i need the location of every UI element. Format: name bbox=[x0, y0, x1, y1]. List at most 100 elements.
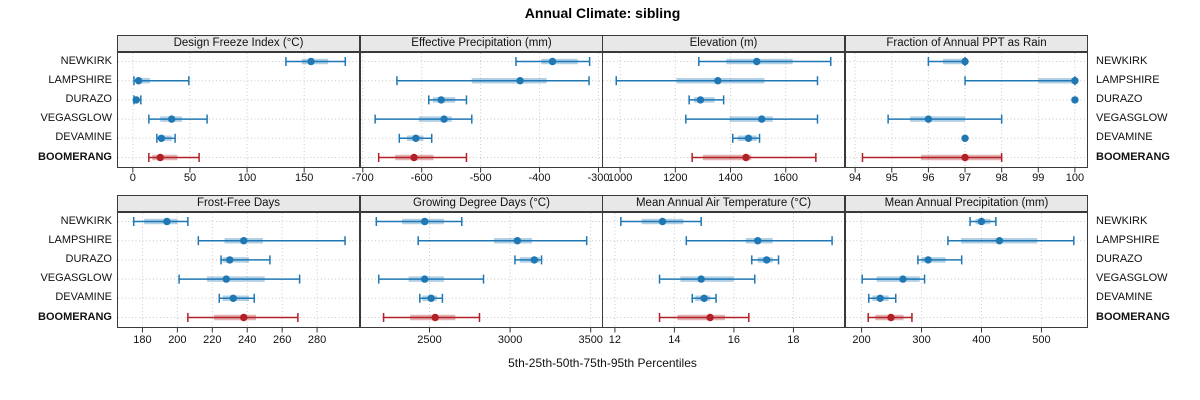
median-dot bbox=[548, 57, 557, 66]
site-label-devamine: DEVAMINE bbox=[55, 291, 112, 304]
median-dot bbox=[420, 217, 429, 226]
gridlines bbox=[361, 53, 602, 167]
series-vegasglow bbox=[887, 114, 1003, 124]
tick-label: 100 bbox=[237, 172, 257, 184]
tick-label: 0 bbox=[129, 172, 136, 184]
gridlines bbox=[846, 213, 1087, 327]
series-boomerang bbox=[691, 153, 817, 162]
median-dot bbox=[437, 96, 445, 104]
tick-label: 100 bbox=[1065, 172, 1085, 184]
site-label-devamine: DEVAMINE bbox=[55, 131, 112, 144]
series-devamine bbox=[398, 133, 433, 143]
site-label-devamine: DEVAMINE bbox=[1096, 131, 1153, 144]
median-dot bbox=[163, 217, 171, 226]
site-label-boomerang: BOOMERANG bbox=[38, 150, 112, 163]
series-durazo bbox=[428, 95, 468, 105]
tick-label: 96 bbox=[922, 172, 935, 184]
series-boomerang bbox=[867, 313, 913, 322]
median-dot bbox=[887, 313, 895, 322]
site-label-lampshire: LAMPSHIRE bbox=[1096, 233, 1160, 246]
median-dot bbox=[697, 275, 705, 283]
site-label-newkirk: NEWKIRK bbox=[1096, 214, 1148, 227]
site-label-vegasglow: VEGASGLOW bbox=[1096, 112, 1168, 125]
site-label-vegasglow: VEGASGLOW bbox=[1096, 272, 1168, 285]
site-label-vegasglow: VEGASGLOW bbox=[40, 272, 112, 285]
panel-plot bbox=[117, 212, 360, 333]
series-boomerang bbox=[187, 313, 299, 322]
series-newkirk bbox=[620, 217, 702, 226]
panel-border bbox=[360, 52, 603, 168]
panel-header: Growing Degree Days (°C) bbox=[360, 195, 603, 212]
series-newkirk bbox=[515, 57, 591, 66]
series-devamine bbox=[218, 293, 255, 303]
median-dot bbox=[530, 256, 538, 264]
chart-title: Annual Climate: sibling bbox=[524, 5, 681, 21]
median-dot bbox=[876, 294, 884, 302]
median-dot bbox=[410, 153, 418, 162]
median-dot bbox=[1071, 96, 1079, 104]
series-boomerang bbox=[382, 313, 481, 322]
median-dot bbox=[758, 115, 766, 123]
series-devamine bbox=[961, 134, 969, 142]
tick-label: 240 bbox=[238, 334, 257, 346]
median-dot bbox=[924, 256, 932, 264]
series-boomerang bbox=[658, 313, 750, 322]
median-dot bbox=[240, 313, 248, 322]
tick-label: 180 bbox=[133, 334, 152, 346]
panel-plot bbox=[602, 212, 845, 333]
tick-label: 150 bbox=[294, 172, 314, 184]
site-label-durazo: DURAZO bbox=[1096, 92, 1143, 105]
panel-border bbox=[845, 212, 1088, 328]
gridlines bbox=[361, 213, 602, 327]
series-vegasglow bbox=[658, 274, 756, 284]
median-dot bbox=[431, 313, 439, 322]
panel-border bbox=[117, 52, 360, 168]
median-dot bbox=[516, 77, 524, 85]
tick-label: 12 bbox=[608, 334, 622, 346]
median-dot bbox=[762, 256, 771, 264]
series-durazo bbox=[220, 255, 271, 265]
median-dot bbox=[658, 217, 667, 226]
tick-label: -300 bbox=[587, 172, 610, 184]
site-label-durazo: DURAZO bbox=[65, 252, 112, 265]
site-label-lampshire: LAMPSHIRE bbox=[48, 233, 112, 246]
axis-ticks bbox=[132, 168, 305, 173]
series-vegasglow bbox=[685, 114, 819, 124]
tick-label: 3500 bbox=[578, 334, 603, 346]
panel-plot bbox=[845, 52, 1088, 173]
series-boomerang bbox=[861, 153, 1003, 162]
series-devamine bbox=[156, 133, 176, 143]
tick-label: 2500 bbox=[417, 334, 442, 346]
axis-ticks bbox=[619, 168, 787, 173]
axis-ticks bbox=[854, 168, 1076, 173]
series-lampshire bbox=[964, 76, 1079, 86]
median-dot bbox=[961, 57, 969, 66]
tick-label: 200 bbox=[852, 334, 871, 346]
panel-plot bbox=[360, 212, 603, 333]
series-vegasglow bbox=[377, 274, 485, 284]
axis-ticks bbox=[861, 328, 1042, 333]
tick-label: 14 bbox=[668, 334, 681, 346]
site-label-newkirk: NEWKIRK bbox=[60, 214, 112, 227]
series-vegasglow bbox=[861, 274, 926, 284]
tick-label: 1400 bbox=[718, 172, 743, 184]
median-dot bbox=[706, 313, 714, 322]
panel-border bbox=[602, 52, 845, 168]
panel-border bbox=[602, 212, 845, 328]
median-dot bbox=[157, 134, 166, 142]
gridlines bbox=[118, 213, 359, 327]
series-lampshire bbox=[197, 236, 346, 246]
median-dot bbox=[307, 57, 315, 66]
tick-label: 3000 bbox=[497, 334, 523, 346]
site-label-devamine: DEVAMINE bbox=[1096, 291, 1153, 304]
median-dot bbox=[696, 96, 705, 104]
series-lampshire bbox=[133, 76, 190, 86]
series-vegasglow bbox=[374, 114, 473, 124]
axis-ticks bbox=[614, 328, 794, 333]
tick-label: 94 bbox=[849, 172, 862, 184]
panel-border bbox=[117, 212, 360, 328]
tick-label: -600 bbox=[410, 172, 433, 184]
series-devamine bbox=[419, 293, 444, 303]
series-durazo bbox=[1071, 96, 1079, 104]
panel-header: Design Freeze Index (°C) bbox=[117, 35, 360, 52]
